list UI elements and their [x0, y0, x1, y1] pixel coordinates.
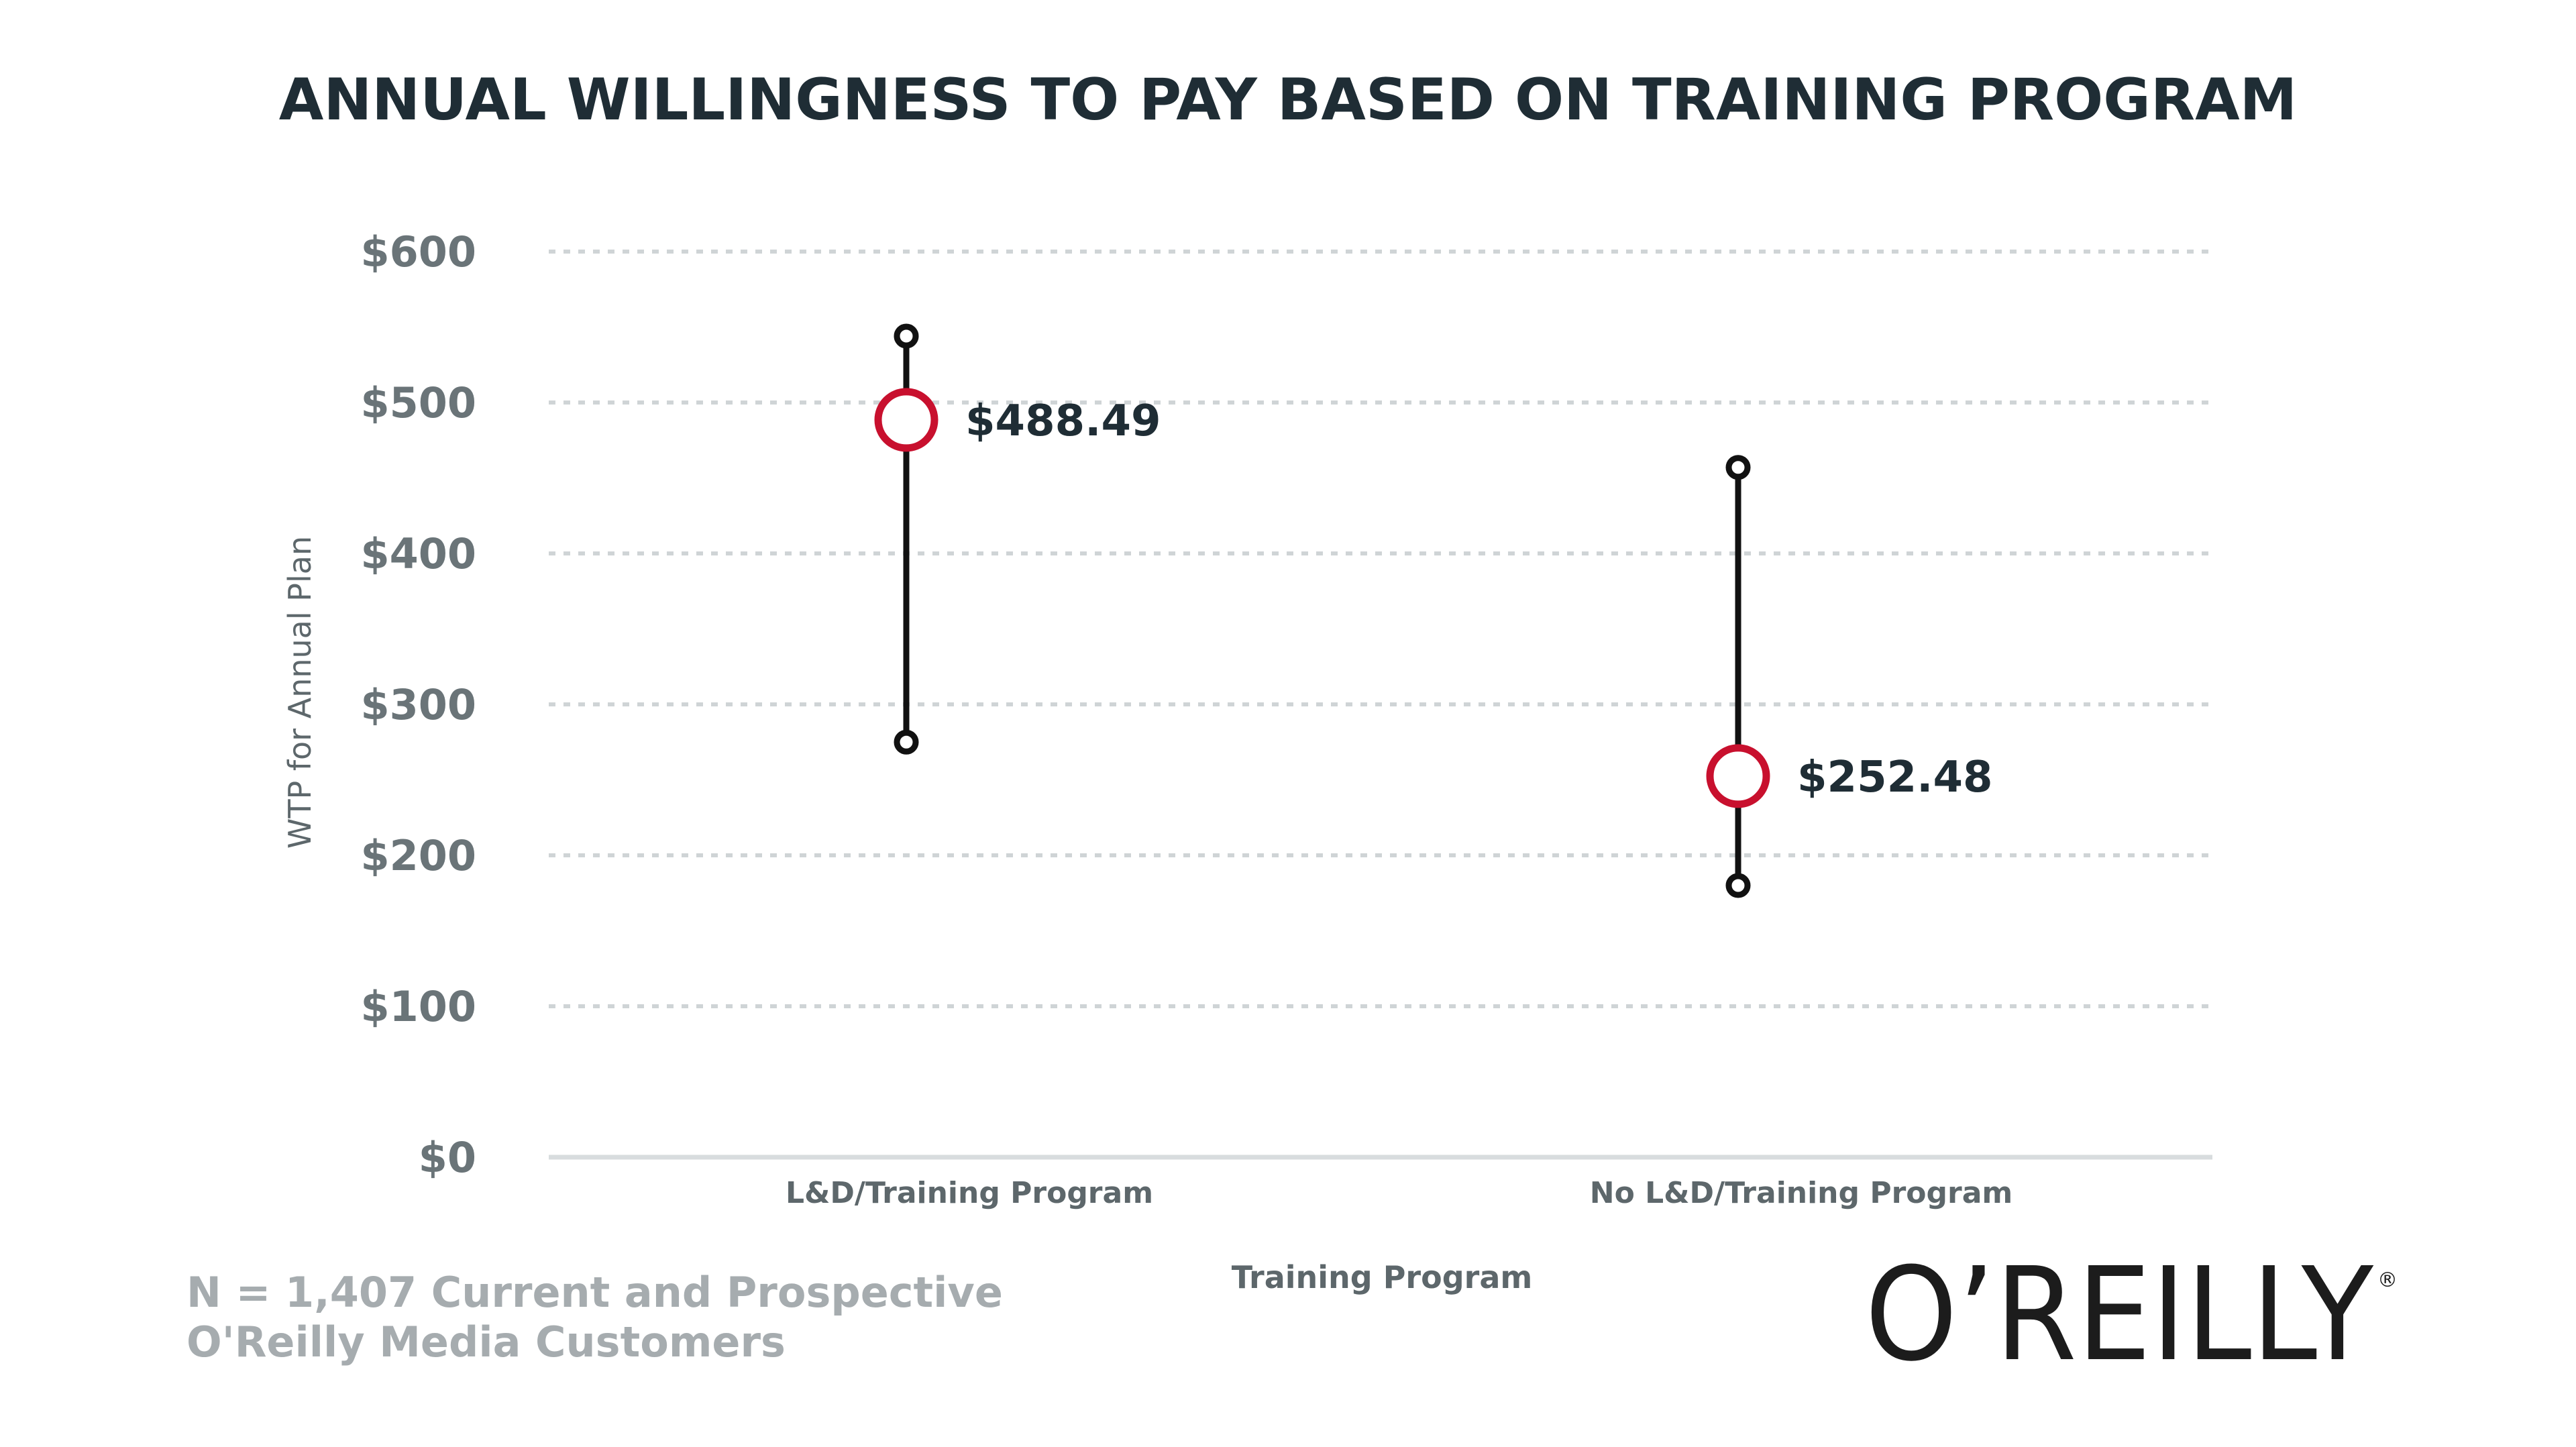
y-tick-label: $600 [360, 227, 476, 276]
y-axis-label: WTP for Annual Plan [282, 536, 318, 849]
y-tick-label: $500 [360, 378, 476, 427]
y-tick-labels: $0 $100 $200 $300 $400 $500 $600 [360, 227, 476, 1182]
range-series: $488.49 $252.48 [874, 323, 1993, 898]
footnote-line-2: O'Reilly Media Customers [186, 1318, 786, 1366]
logo-wordmark: O’REILLY [1865, 1240, 2374, 1390]
oreilly-logo: O’REILLY ® [1865, 1240, 2398, 1390]
y-tick-label: $300 [360, 680, 476, 729]
y-tick-label: $200 [360, 831, 476, 880]
x-tick-labels: L&D/Training Program No L&D/Training Prog… [786, 1176, 2012, 1210]
range-high-point [1725, 455, 1751, 480]
y-tick-label: $100 [360, 982, 476, 1031]
chart-title: ANNUAL WILLINGNESS TO PAY BASED ON TRAIN… [279, 66, 2297, 133]
range-high-point [894, 323, 919, 349]
grid-lines [549, 250, 2212, 1160]
mean-marker [1706, 744, 1770, 808]
mean-value-label: $252.48 [1797, 753, 1993, 802]
y-tick-label: $0 [419, 1133, 476, 1182]
mean-value-label: $488.49 [965, 396, 1161, 446]
range-low-point [894, 729, 919, 755]
mean-marker [874, 388, 938, 452]
range-low-point [1725, 873, 1751, 898]
x-axis-label: Training Program [1232, 1259, 1533, 1295]
x-tick-label: No L&D/Training Program [1590, 1176, 2012, 1210]
footnote-line-1: N = 1,407 Current and Prospective [186, 1268, 1003, 1317]
logo-registered-mark: ® [2377, 1269, 2398, 1292]
y-tick-label: $400 [360, 529, 476, 578]
x-tick-label: L&D/Training Program [786, 1176, 1153, 1210]
